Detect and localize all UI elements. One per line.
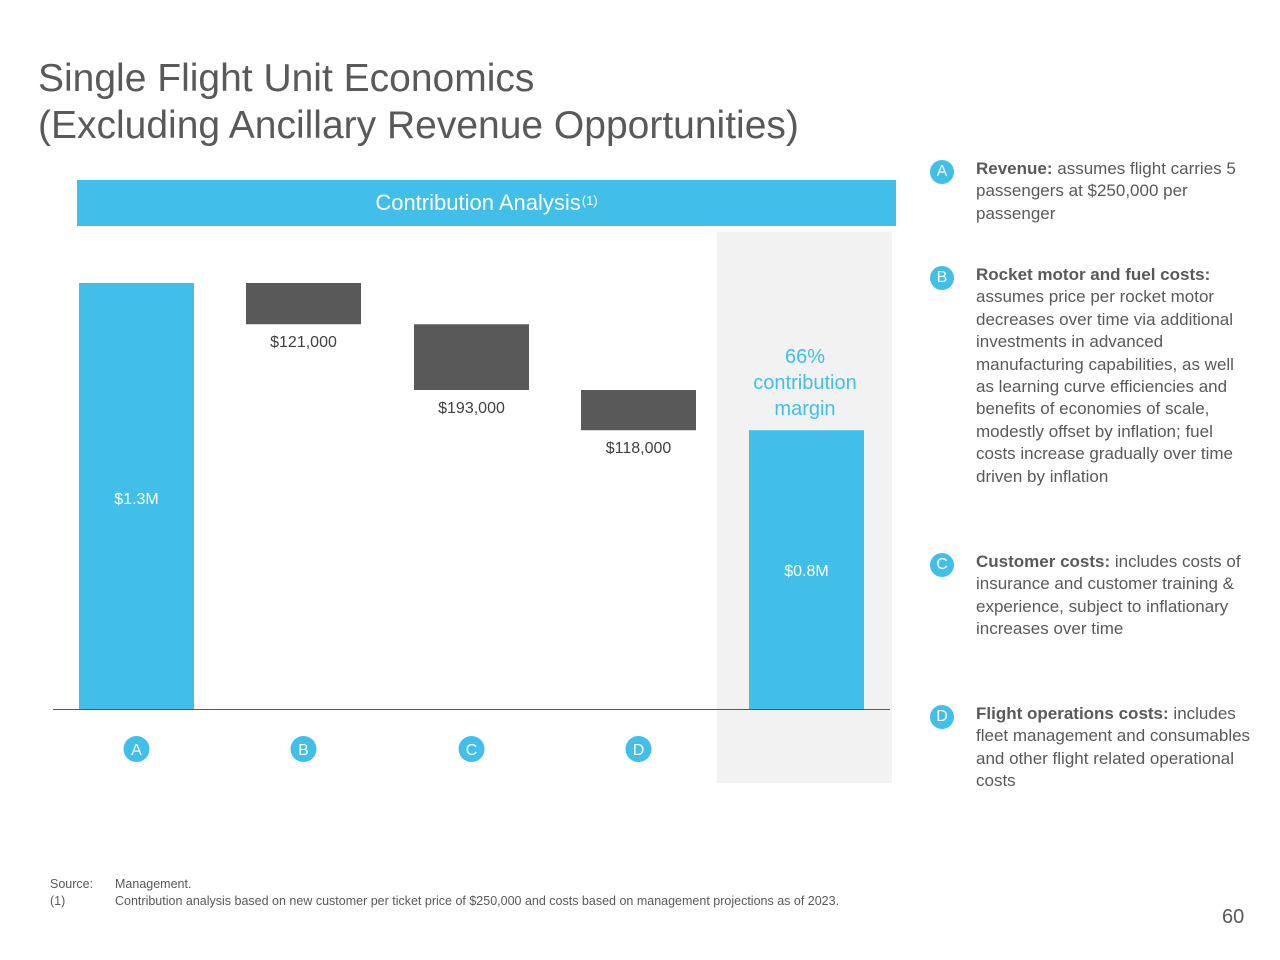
category-badge-a [123, 736, 150, 762]
legend-heading-customer-costs: Customer costs: [976, 552, 1111, 571]
title-line-1: Single Flight Unit Economics [38, 57, 535, 100]
title-line-2: (Excluding Ancillary Revenue Opportuniti… [38, 104, 799, 147]
footnote-source: Source: Management. [50, 876, 839, 893]
legend-heading-revenue: Revenue: [976, 159, 1053, 178]
category-badge-c [458, 736, 485, 762]
legend-desc-rocket-costs: assumes price per rocket motor decreases… [976, 287, 1234, 486]
margin-annotation-line-1: 66% [785, 346, 825, 368]
chart-header-bar: Contribution Analysis (1) [77, 180, 896, 226]
footnotes: Source: Management. (1) Contribution ana… [50, 876, 839, 910]
legend-desc-flight-ops-costs: includes fleet management and consumable… [976, 704, 1251, 791]
footnote-source-text: Management. [115, 877, 192, 891]
legend-badge-b: B [930, 266, 954, 290]
legend-text-revenue: Revenue: assumes flight carries 5 passen… [976, 158, 1256, 225]
bar-total [749, 430, 864, 709]
legend-text-customer-costs: Customer costs: includes costs of insura… [976, 551, 1256, 641]
data-label-c: $193,000 [438, 400, 505, 417]
legend-badge-d: D [930, 705, 954, 729]
legend-desc-revenue: assumes flight carries 5 passengers at $… [976, 159, 1236, 223]
waterfall-chart: $1.3M A $121,000 B $193,000 C $118,000 D $0.8M 66… [53, 232, 892, 783]
bar-c [414, 324, 529, 391]
bar-d [581, 390, 696, 431]
footnote-1-label: (1) [50, 894, 66, 908]
legend-desc-customer-costs: includes costs of insurance and customer… [976, 552, 1241, 639]
footnote-1: (1) Contribution analysis based on new c… [50, 893, 839, 910]
legend-heading-flight-ops-costs: Flight operations costs: [976, 704, 1169, 723]
chart-header-footnote-ref: (1) [581, 192, 598, 208]
data-label-d: $118,000 [606, 440, 672, 457]
data-label-total: $0.8M [784, 563, 828, 580]
footnote-source-label: Source: [50, 877, 94, 891]
data-label-a: $1.3M [114, 491, 158, 508]
legend-heading-rocket-costs: Rocket motor and fuel costs: [976, 265, 1211, 284]
legend-badge-a: A [930, 160, 954, 184]
category-label-a: A [131, 742, 142, 759]
category-badge-b [290, 736, 317, 762]
page-title: Single Flight Unit Economics (Excluding … [38, 55, 799, 149]
margin-annotation-line-2: contribution [753, 372, 856, 394]
margin-annotation-line-3: margin [774, 398, 835, 420]
category-label-b: B [298, 742, 309, 759]
footnote-1-text: Contribution analysis based on new custo… [115, 894, 840, 908]
category-label-c: C [466, 742, 478, 759]
bar-a [79, 283, 194, 709]
page-number: 60 [1222, 906, 1245, 928]
legend-text-flight-ops-costs: Flight operations costs: includes fleet … [976, 703, 1256, 793]
category-label-d: D [633, 742, 645, 759]
bar-b [246, 283, 361, 325]
legend-badge-c: C [930, 553, 954, 577]
category-badge-d [625, 736, 652, 762]
data-label-b: $121,000 [270, 334, 337, 351]
legend-text-rocket-costs: Rocket motor and fuel costs: assumes pri… [976, 264, 1256, 488]
chart-header-label: Contribution Analysis [375, 190, 581, 215]
